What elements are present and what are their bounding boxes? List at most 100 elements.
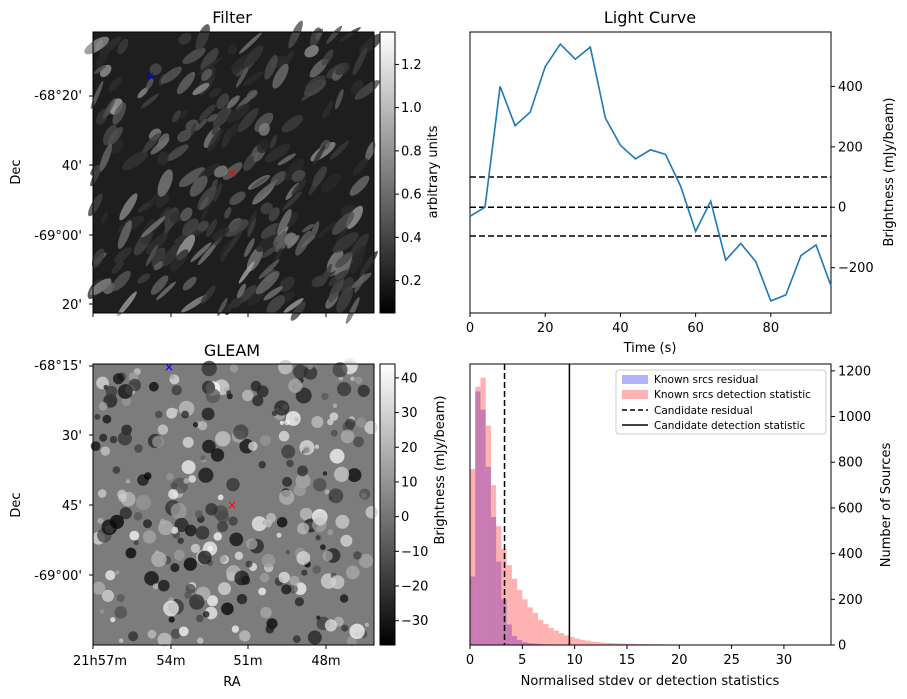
detection-hist-bar	[501, 549, 507, 645]
residual-hist-bar	[480, 409, 486, 645]
histogram-xtick-label: 10	[566, 653, 583, 668]
histogram-ytick-label: 800	[838, 456, 863, 471]
filter-red-marker: ×	[227, 166, 237, 180]
gleam-ytick-2: 30'	[62, 429, 82, 444]
histogram-xtick-label: 0	[466, 653, 474, 668]
detection-hist-bar	[616, 643, 622, 645]
filter-colorbar	[379, 31, 396, 314]
filter-ytick-4: 20'	[62, 298, 82, 313]
filter-ytick-2: 40'	[62, 159, 82, 174]
gleam-colorbar-tick-label: −30	[401, 614, 428, 629]
gleam-colorbar-tick-label: −20	[401, 580, 428, 595]
filter-panel: Filter Dec -68°20' 40' -69°00' 20' × × 1…	[9, 8, 441, 324]
gleam-ytick-4: -69°00'	[34, 569, 82, 584]
gleam-ytick-3: 45'	[62, 499, 82, 514]
filter-colorbar-tick-label: 1.2	[401, 58, 422, 73]
detection-hist-bar	[606, 642, 612, 645]
histogram-xlabel: Normalised stdev or detection statistics	[521, 674, 780, 689]
residual-hist-bar	[501, 599, 507, 645]
light-curve-title: Light Curve	[604, 8, 696, 27]
gleam-colorbar-tick-label: 20	[401, 441, 418, 456]
histogram-ytick-label: 400	[838, 547, 863, 562]
residual-hist-bar	[511, 635, 518, 645]
gleam-xlabel: RA	[223, 675, 241, 690]
histogram-xtick-label: 20	[671, 653, 688, 668]
histogram-xtick-label: 15	[619, 653, 636, 668]
residual-hist-bar	[485, 466, 491, 645]
gleam-colorbar-tick-label: 0	[401, 510, 409, 525]
detection-hist-bar	[522, 599, 528, 645]
detection-hist-bar	[538, 619, 544, 645]
filter-blue-marker: ×	[145, 69, 155, 83]
light-curve-xlabel: Time (s)	[623, 341, 677, 356]
detection-hist-bar	[621, 643, 627, 645]
filter-colorbar-tick-label: 0.2	[401, 274, 422, 289]
legend-swatch-detection	[622, 390, 648, 399]
gleam-ylabel: Dec	[9, 492, 24, 517]
detection-hist-bar	[548, 627, 554, 645]
detection-hist-bar	[475, 386, 481, 645]
legend-label-detection: Known srcs detection statistic	[654, 389, 811, 401]
residual-hist-bar	[490, 517, 497, 645]
detection-hist-bar	[590, 641, 596, 645]
histogram-ytick-label: 200	[838, 593, 863, 608]
residual-hist-bar	[527, 643, 533, 645]
detection-hist-bar	[579, 639, 586, 645]
gleam-xtick-3: 51m	[233, 654, 262, 669]
gleam-red-marker: ×	[227, 498, 237, 512]
histogram-ytick-label: 1000	[838, 410, 871, 425]
light-curve-series-line	[469, 42, 832, 302]
histogram-xtick-label: 25	[723, 653, 740, 668]
filter-colorbar-tick-label: 0.6	[401, 188, 422, 203]
detection-hist-bar	[490, 485, 497, 645]
detection-hist-bar	[626, 643, 633, 645]
detection-hist-bar	[506, 565, 512, 645]
residual-hist-bar	[532, 643, 539, 645]
detection-hist-bar	[470, 469, 476, 645]
light-curve-ytick-label: 0	[838, 201, 846, 216]
light-curve-xtick-label: 40	[612, 321, 629, 336]
filter-colorbar-tick-label: 1.0	[401, 101, 422, 116]
filter-ytick-1: -68°20'	[34, 89, 82, 104]
histogram-xtick-label: 5	[518, 653, 526, 668]
gleam-colorbar-tick-label: 40	[401, 371, 418, 386]
histogram-ytick-label: 600	[838, 501, 863, 516]
gleam-title: GLEAM	[204, 341, 260, 360]
legend-swatch-residual	[622, 375, 648, 384]
light-curve-ytick-label: 200	[838, 140, 863, 155]
detection-hist-bar	[585, 640, 591, 645]
gleam-xtick-1: 21h57m	[73, 654, 127, 669]
gleam-blue-marker: ×	[164, 360, 174, 374]
detection-hist-bar	[485, 425, 491, 645]
filter-colorbar-tick-label: 0.4	[401, 231, 422, 246]
residual-hist-bar	[496, 561, 502, 645]
gleam-colorbar	[379, 363, 396, 646]
histogram-legend: Known srcs residual Known srcs detection…	[615, 369, 827, 435]
gleam-panel: GLEAM Dec -68°15' 30' 45' -69°00' 21h57m…	[9, 313, 448, 690]
detection-hist-bar	[532, 613, 539, 645]
light-curve-xtick-label: 80	[763, 321, 780, 336]
filter-title: Filter	[212, 8, 252, 27]
light-curve-xtick-label: 60	[687, 321, 704, 336]
histogram-axes	[469, 363, 832, 646]
light-curve-xtick-label: 0	[466, 321, 474, 336]
filter-colorbar-tick-label: 0.8	[401, 144, 422, 159]
detection-hist-bar	[480, 377, 486, 645]
gleam-ytick-1: -68°15'	[34, 359, 82, 374]
detection-hist-bar	[517, 590, 523, 645]
gleam-colorbar-tick-label: 30	[401, 406, 418, 421]
residual-hist-bar	[517, 639, 523, 645]
detection-hist-bar	[511, 578, 518, 645]
residual-hist-bar	[470, 576, 476, 645]
detection-hist-bar	[543, 623, 549, 645]
light-curve-axes	[469, 31, 832, 314]
histogram-ytick-label: 0	[838, 639, 846, 654]
light-curve-panel: 0 20 40 60 80 −200 0 200 400 Light Curve Time (s…	[466, 8, 897, 356]
light-curve-ytick-label: 400	[838, 80, 863, 95]
detection-hist-bar	[574, 638, 580, 645]
histogram-ytick-label: 1200	[838, 364, 871, 379]
light-curve-ylabel: Brightness (mJy/beam)	[882, 98, 897, 247]
light-curve-ytick-label: −200	[838, 261, 874, 276]
detection-hist-bar	[595, 642, 601, 645]
